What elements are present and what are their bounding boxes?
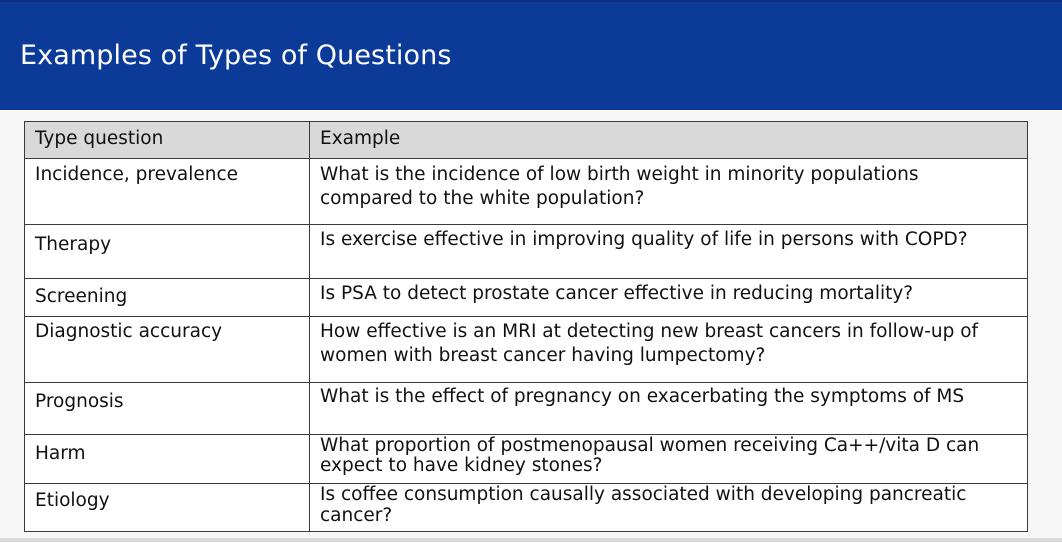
type-cell: Screening	[24, 278, 310, 317]
slide-title: Examples of Types of Questions	[20, 40, 452, 71]
table-header-row: Type question Example	[24, 121, 1028, 159]
table-row: Prognosis What is the effect of pregnanc…	[24, 382, 1028, 435]
table-row: Therapy Is exercise effective in improvi…	[24, 224, 1028, 279]
table-row: Screening Is PSA to detect prostate canc…	[24, 278, 1028, 317]
column-header-type: Type question	[24, 121, 310, 159]
bottom-divider	[0, 538, 1062, 542]
example-cell: Is PSA to detect prostate cancer effecti…	[309, 278, 1028, 317]
example-cell: What proportion of postmenopausal women …	[309, 434, 1028, 484]
type-cell: Incidence, prevalence	[24, 158, 310, 225]
example-cell: How effective is an MRI at detecting new…	[309, 316, 1028, 383]
type-cell: Prognosis	[24, 382, 310, 435]
type-cell: Therapy	[24, 224, 310, 279]
table-row: Diagnostic accuracy How effective is an …	[24, 316, 1028, 383]
type-cell: Etiology	[24, 483, 310, 532]
column-header-example: Example	[309, 121, 1028, 159]
title-bar: Examples of Types of Questions	[0, 0, 1062, 110]
table-row: Etiology Is coffee consumption causally …	[24, 483, 1028, 532]
example-cell: What is the incidence of low birth weigh…	[309, 158, 1028, 225]
example-cell: What is the effect of pregnancy on exace…	[309, 382, 1028, 435]
example-cell: Is coffee consumption causally associate…	[309, 483, 1028, 532]
example-cell: Is exercise effective in improving quali…	[309, 224, 1028, 279]
table-row: Incidence, prevalence What is the incide…	[24, 158, 1028, 225]
table-row: Harm What proportion of postmenopausal w…	[24, 434, 1028, 484]
question-types-table: Type question Example Incidence, prevale…	[24, 121, 1028, 532]
type-cell: Harm	[24, 434, 310, 484]
type-cell: Diagnostic accuracy	[24, 316, 310, 383]
